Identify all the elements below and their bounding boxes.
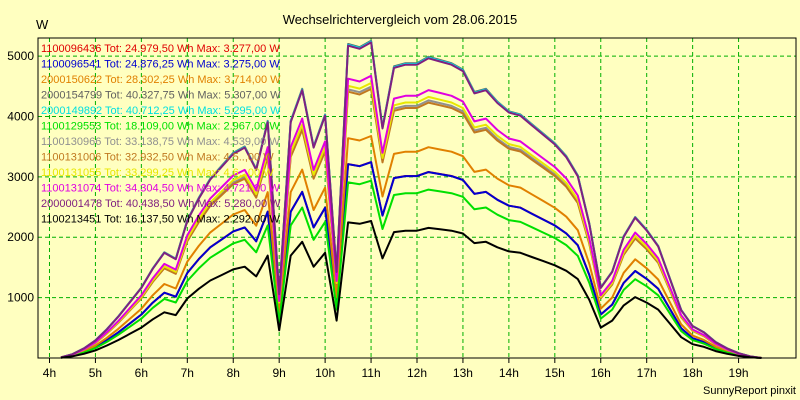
- legend: 1100096436 Tot: 24.979,50 Wh Max: 3.277,…: [41, 43, 281, 226]
- y-tick-label: 5000: [7, 49, 34, 63]
- x-tick-label: 8h: [227, 366, 240, 380]
- x-tick-label: 11h: [361, 366, 380, 380]
- legend-entry-1100131074: 1100131074 Tot: 34.304,50 Wh Max: 4.721,…: [41, 183, 280, 195]
- legend-entry-2000149892: 2000149892 Tot: 40.712,25 Wh Max: 5.295,…: [41, 105, 281, 117]
- legend-entry-2000150622: 2000150622 Tot: 28.302,25 Wh Max: 3.714,…: [41, 74, 281, 86]
- x-tick-label: 15h: [545, 366, 565, 380]
- series-lines: [60, 39, 762, 359]
- series-line-2000001478: [60, 41, 762, 359]
- x-tick-label: 9h: [273, 366, 286, 380]
- x-tick-label: 19h: [729, 366, 749, 380]
- y-axis-label: W: [36, 17, 49, 32]
- series-line-1100096541: [60, 161, 762, 359]
- y-tick-label: 2000: [7, 230, 34, 244]
- chart-title: Wechselrichtervergleich vom 28.06.2015: [283, 12, 518, 27]
- series-line-2000150622: [60, 135, 762, 359]
- x-tick-label: 16h: [591, 366, 611, 380]
- legend-entry-1100213451: 1100213451 Tot: 16.137,50 Wh Max: 2.292,…: [41, 214, 280, 226]
- y-tick-label: 3000: [7, 170, 34, 184]
- x-tick-label: 10h: [315, 366, 335, 380]
- x-tick-label: 12h: [407, 366, 427, 380]
- legend-entry-1100131006: 1100131006 Tot: 32.932,50 Wh Max: 4.5..,…: [41, 152, 274, 164]
- legend-entry-1100096436: 1100096436 Tot: 24.979,50 Wh Max: 3.277,…: [41, 43, 280, 55]
- legend-entry-2000001478: 2000001478 Tot: 40.438,50 Wh Max: 5.280,…: [41, 198, 281, 210]
- series-line-1100131074: [60, 74, 762, 359]
- footer-credit: SunnyReport pinxit: [703, 385, 796, 397]
- series-line-1100213451: [60, 220, 762, 359]
- y-tick-labels: 1000 2000 3000 4000 5000: [7, 49, 34, 305]
- y-tick-label: 4000: [7, 109, 34, 123]
- x-tick-labels: 4h 5h 6h 7h 8h 9h 10h 11h 12h 13h 14h 15h 16h 17h 18h 1…: [43, 358, 749, 380]
- x-tick-label: 17h: [637, 366, 657, 380]
- series-line-1100129553: [60, 179, 762, 359]
- legend-entry-2000154799: 2000154799 Tot: 40.327,75 Wh Max: 5.307,…: [41, 90, 281, 102]
- x-tick-label: 4h: [43, 366, 56, 380]
- x-tick-label: 5h: [89, 366, 102, 380]
- x-tick-label: 18h: [683, 366, 703, 380]
- legend-entry-1100129553: 1100129553 Tot: 18.109,00 Wh Max: 2.967,…: [41, 121, 280, 133]
- x-tick-label: 13h: [453, 366, 473, 380]
- legend-entry-1100130966: 1100130966 Tot: 33.138,75 Wh Max: 4.539,…: [41, 136, 280, 148]
- y-tick-label: 1000: [7, 291, 34, 305]
- x-tick-label: 6h: [135, 366, 148, 380]
- x-tick-label: 7h: [181, 366, 194, 380]
- legend-entry-1100131055: 1100131055 Tot: 33.299,25 Wh Max: 4.6..,…: [41, 167, 274, 179]
- legend-entry-1100096541: 1100096541 Tot: 24.876,25 Wh Max: 3.275,…: [41, 59, 280, 71]
- x-tick-label: 14h: [499, 366, 519, 380]
